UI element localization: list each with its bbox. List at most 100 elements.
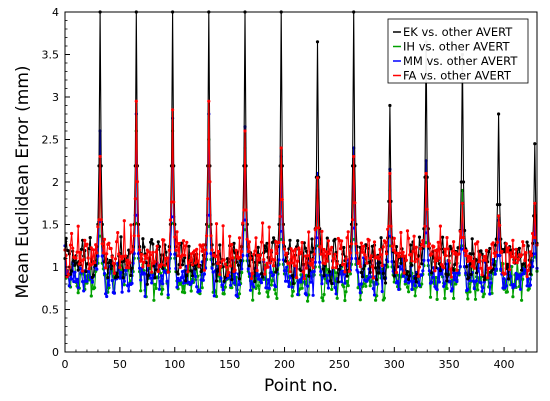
data-point-MM bbox=[475, 279, 479, 283]
data-point-FA bbox=[167, 248, 171, 252]
data-point-IH bbox=[230, 286, 234, 290]
data-point-EK bbox=[154, 268, 158, 272]
data-point-FA bbox=[87, 267, 91, 271]
data-point-MM bbox=[272, 273, 276, 277]
data-point-EK bbox=[88, 236, 92, 240]
data-point-IH bbox=[527, 286, 531, 291]
data-point-FA bbox=[181, 239, 186, 243]
data-point-EK bbox=[438, 269, 442, 273]
data-point-IH bbox=[154, 286, 158, 290]
data-point-MM bbox=[509, 274, 513, 278]
data-point-FA bbox=[455, 268, 459, 272]
data-point-FA bbox=[360, 250, 365, 254]
data-point-EK bbox=[408, 274, 412, 278]
data-point-MM bbox=[157, 287, 161, 291]
data-point-MM bbox=[259, 281, 264, 285]
data-point-MM bbox=[472, 287, 476, 291]
data-point-IH bbox=[342, 285, 346, 289]
data-point-FA bbox=[442, 266, 446, 270]
data-point-FA bbox=[195, 247, 199, 251]
data-point-FA bbox=[495, 240, 500, 244]
data-point-IH bbox=[237, 292, 242, 296]
data-point-EK bbox=[528, 272, 533, 276]
data-point-FA bbox=[241, 221, 245, 225]
data-point-FA bbox=[123, 254, 127, 258]
data-point-FA bbox=[354, 242, 358, 246]
data-point-FA bbox=[95, 251, 99, 255]
data-point-IH bbox=[452, 296, 456, 300]
data-point-FA bbox=[436, 240, 440, 244]
data-point-FA bbox=[464, 253, 468, 258]
data-point-MM bbox=[198, 289, 202, 293]
data-point-FA bbox=[524, 251, 528, 255]
data-point-IH bbox=[443, 296, 447, 300]
data-point-FA bbox=[332, 257, 336, 261]
data-point-MM bbox=[359, 282, 363, 286]
data-point-FA bbox=[513, 256, 517, 260]
x-tick-label: 400 bbox=[494, 358, 515, 371]
data-point-MM bbox=[241, 253, 245, 258]
data-point-MM bbox=[96, 254, 100, 258]
data-point-IH bbox=[386, 265, 390, 269]
legend-label: FA vs. other AVERT bbox=[403, 69, 512, 83]
y-tick-label: 3.5 bbox=[42, 49, 60, 62]
data-point-EK bbox=[91, 273, 96, 277]
data-point-IH bbox=[330, 287, 334, 291]
data-point-EK bbox=[498, 203, 502, 207]
data-point-MM bbox=[132, 252, 136, 256]
data-point-IH bbox=[198, 292, 202, 296]
data-point-FA bbox=[247, 240, 251, 244]
data-point-EK bbox=[533, 142, 537, 146]
data-point-FA bbox=[163, 263, 167, 267]
data-point-FA bbox=[94, 243, 98, 247]
data-point-FA bbox=[526, 268, 530, 273]
data-point-EK bbox=[468, 252, 472, 256]
data-point-FA bbox=[425, 207, 429, 211]
data-point-FA bbox=[96, 225, 100, 229]
data-point-FA bbox=[155, 244, 159, 248]
data-point-MM bbox=[480, 289, 484, 293]
data-point-IH bbox=[445, 286, 449, 291]
data-point-IH bbox=[218, 279, 222, 283]
data-point-EK bbox=[322, 274, 326, 278]
data-point-FA bbox=[201, 243, 205, 247]
data-point-EK bbox=[363, 263, 367, 268]
data-point-MM bbox=[161, 282, 165, 286]
data-point-FA bbox=[269, 248, 273, 252]
data-point-FA bbox=[443, 247, 447, 251]
data-point-EK bbox=[407, 277, 411, 281]
data-point-FA bbox=[310, 258, 314, 262]
data-point-FA bbox=[146, 263, 150, 268]
data-point-FA bbox=[505, 250, 509, 254]
data-point-EK bbox=[109, 267, 113, 271]
data-point-MM bbox=[246, 267, 250, 271]
data-point-IH bbox=[368, 284, 372, 288]
data-point-FA bbox=[471, 259, 475, 263]
y-tick-label: 4 bbox=[52, 6, 59, 19]
data-point-FA bbox=[494, 250, 498, 254]
data-point-FA bbox=[173, 235, 177, 239]
data-point-EK bbox=[392, 274, 396, 278]
data-point-FA bbox=[334, 266, 338, 270]
data-point-FA bbox=[445, 236, 449, 240]
data-point-MM bbox=[269, 270, 273, 274]
data-point-FA bbox=[197, 264, 201, 268]
data-point-EK bbox=[362, 267, 366, 271]
data-point-FA bbox=[365, 261, 369, 265]
data-point-IH bbox=[306, 299, 310, 303]
data-point-FA bbox=[411, 249, 415, 253]
data-point-EK bbox=[156, 240, 160, 244]
data-point-EK bbox=[145, 282, 149, 286]
data-point-MM bbox=[120, 290, 124, 294]
data-point-MM bbox=[422, 258, 426, 262]
data-point-FA bbox=[311, 266, 315, 270]
data-point-MM bbox=[371, 287, 375, 291]
data-point-FA bbox=[512, 260, 516, 265]
data-point-FA bbox=[166, 270, 170, 274]
data-point-FA bbox=[71, 246, 75, 250]
data-point-EK bbox=[236, 263, 240, 267]
data-point-FA bbox=[345, 236, 349, 240]
data-point-FA bbox=[290, 261, 294, 265]
data-point-EK bbox=[505, 262, 509, 266]
data-point-FA bbox=[477, 260, 481, 264]
